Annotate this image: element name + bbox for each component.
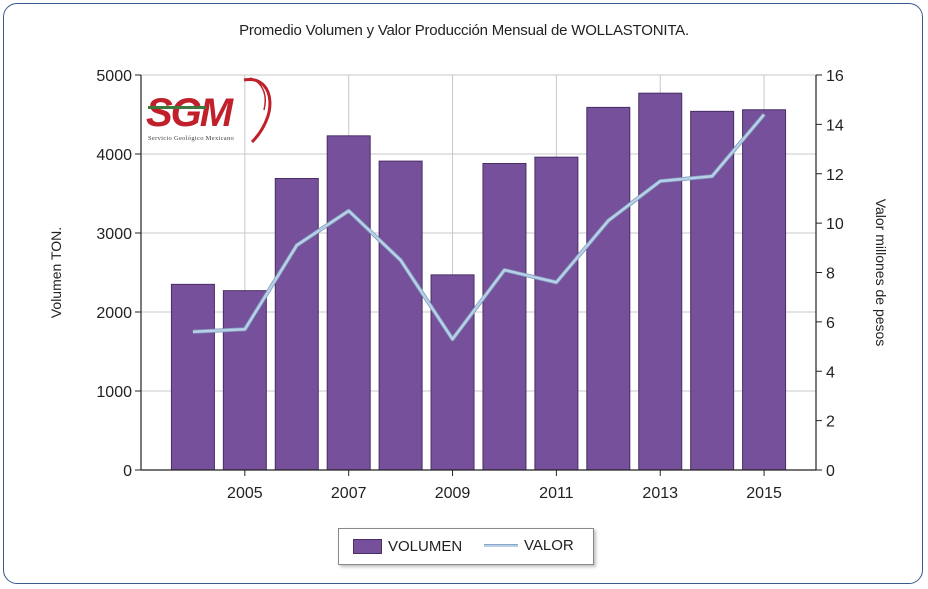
legend-item-volumen: VOLUMEN [353,538,462,555]
y-axis-title: Volumen TON. [48,227,64,318]
legend-label-volumen: VOLUMEN [388,538,463,555]
y2-tick-label: 10 [826,216,844,233]
line-valor [192,113,766,341]
sgm-logo: SGM Servicio Geológico Mexicano [144,76,276,148]
y2-tick-label: 4 [826,364,835,381]
y-tick-label: 5000 [96,68,132,85]
x-tick-label: 2011 [539,485,574,502]
y2-tick-label: 6 [826,315,835,332]
svg-text:SGM: SGM [146,91,235,135]
legend-item-valor: VALOR [484,537,574,554]
bar-volumen [326,135,371,471]
bar-volumen [430,274,475,471]
bar-volumen [170,283,215,471]
bar-volumen [534,156,579,471]
legend-swatch-valor [484,544,518,547]
bar-volumen [222,290,267,471]
x-tick-label: 2007 [331,485,367,502]
x-tick-label: 2005 [227,485,263,502]
y2-tick-label: 16 [826,68,844,85]
bar-volumen [638,92,683,471]
y2-tick-label: 0 [826,463,835,480]
y2-tick-label: 14 [826,117,844,134]
y2-tick-label: 8 [826,266,835,283]
bar-volumen [274,177,319,471]
bar-volumen [742,109,787,471]
bar-volumen [482,162,527,471]
x-tick-label: 2013 [642,485,678,502]
y-tick-label: 0 [123,463,132,480]
legend-swatch-volumen [353,539,382,554]
y-tick-label: 4000 [96,147,132,164]
y-tick-label: 1000 [96,384,132,401]
logo-subtitle: Servicio Geológico Mexicano [148,135,234,142]
y2-tick-label: 12 [826,167,844,184]
y2-tick-label: 2 [826,414,835,431]
y-tick-label: 3000 [96,226,132,243]
bar-volumen [586,106,631,471]
x-tick-label: 2009 [435,485,471,502]
y-tick-label: 2000 [96,305,132,322]
y2-axis-title: Valor millones de pesos [873,199,889,347]
chart-title: Promedio Volumen y Valor Producción Mens… [239,22,689,39]
bar-volumen [690,110,735,471]
legend-label-valor: VALOR [524,537,574,554]
chart-legend: VOLUMEN VALOR [338,528,594,565]
x-tick-label: 2015 [746,485,782,502]
bar-volumen [378,160,423,471]
